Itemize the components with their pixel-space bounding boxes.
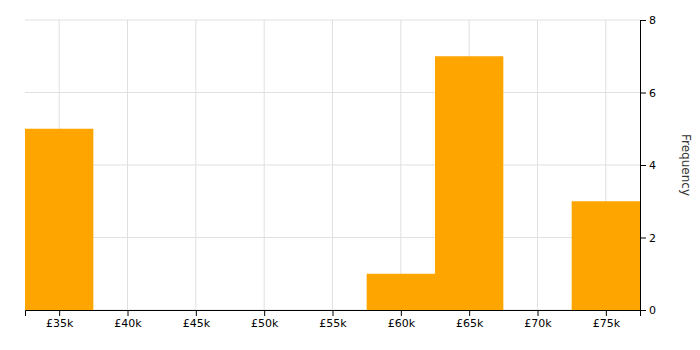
tick-label: 2 [649,232,656,245]
bars [25,56,640,310]
tick: £40k [114,310,142,330]
tick-label: 6 [649,87,656,100]
grid-line [127,20,128,310]
tick-mark [640,310,646,311]
tick-label: £35k [46,317,74,330]
tick-mark [640,20,646,21]
histogram-bar [162,310,230,311]
tick-label: £60k [388,317,416,330]
tick-mark [606,310,607,316]
histogram-bar [572,201,640,310]
histogram-bar [298,310,366,311]
tick-label: 0 [649,304,656,317]
tick: £35k [46,310,74,330]
axis-line [26,311,641,317]
tick: £60k [388,310,416,330]
tick-mark [538,310,539,316]
tick-mark [469,310,470,316]
tick-mark [640,165,646,166]
x-axis: £35k £40k £45k £50k £55k £60k £65k £70k £75k [26,310,641,330]
tick: £50k [251,310,279,330]
grid-line [537,20,538,310]
axis-line [641,21,647,311]
tick-mark [333,310,334,316]
tick: £75k [593,310,621,330]
axis-title: Frequency [679,134,693,196]
histogram-bar [25,129,93,310]
tick-mark [128,310,129,316]
grid-line [195,20,196,310]
tick-mark [401,310,402,316]
tick-mark [640,93,646,94]
grid-line [264,20,265,310]
tick-label: £75k [593,317,621,330]
histogram-bar [435,56,503,310]
y-axis: 0 2 4 6 8 [640,14,656,317]
tick-mark [264,310,265,316]
histogram-bar [503,310,571,311]
histogram-bar [93,310,161,311]
tick: 6 [640,87,656,100]
tick-label: £70k [524,317,552,330]
tick: 8 [640,14,656,27]
tick-label: £65k [456,317,484,330]
tick-mark [640,238,646,239]
tick-mark [59,310,60,316]
grid-line [400,20,401,310]
tick: £55k [319,310,347,330]
chart: £35k £40k £45k £50k £55k £60k £65k £70k £75k 0 2 4 6… [0,0,700,350]
tick-label: £55k [319,317,347,330]
tick-label: 4 [649,159,656,172]
tick: £70k [524,310,552,330]
tick-label: £40k [114,317,142,330]
histogram-bar [230,310,298,311]
histogram-bar [367,274,435,310]
tick: £65k [456,310,484,330]
tick-label: £50k [251,317,279,330]
tick: 2 [640,232,656,245]
grid-line [332,20,333,310]
plot: £35k £40k £45k £50k £55k £60k £65k £70k £75k 0 2 4 6… [25,14,656,330]
tick-label: 8 [649,14,656,27]
tick-label: £45k [183,317,211,330]
tick: 0 [640,304,656,317]
tick-mark [196,310,197,316]
tick: £45k [183,310,211,330]
tick: 4 [640,159,656,172]
grid [25,20,640,310]
